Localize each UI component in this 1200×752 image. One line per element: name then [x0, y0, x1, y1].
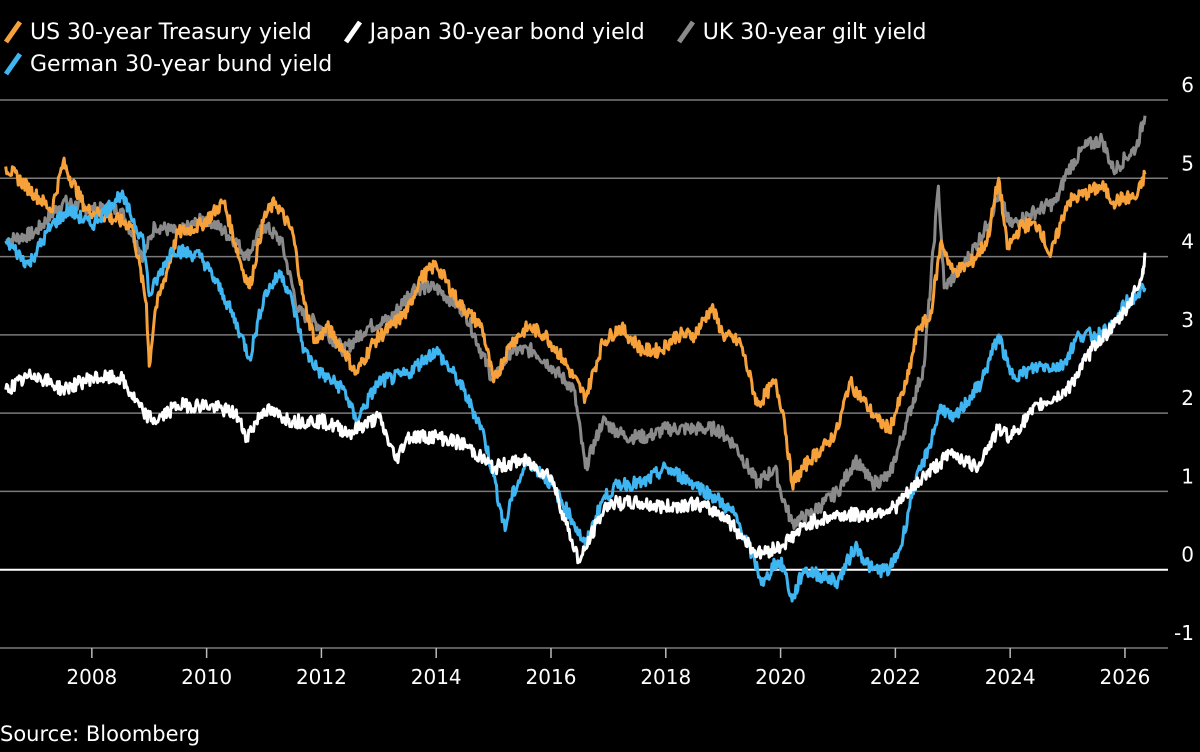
y-tick-label: 5 — [1181, 151, 1194, 175]
legend-swatch-us — [3, 20, 23, 44]
legend-label-us: US 30-year Treasury yield — [30, 19, 312, 45]
legend-swatch-uk — [676, 20, 695, 44]
x-tick-label: 2026 — [1100, 665, 1151, 689]
x-tick-label: 2012 — [296, 665, 347, 689]
y-tick-label: 6 — [1181, 73, 1194, 97]
grid-lines — [0, 99, 1168, 649]
legend-label-uk: UK 30-year gilt yield — [702, 19, 927, 45]
x-tick-label: 2024 — [985, 665, 1036, 689]
series-line-japan-30-year-bond-yield — [4, 252, 1147, 565]
x-tick-label: 2010 — [181, 665, 232, 689]
legend-swatch-german — [3, 52, 23, 76]
x-tick-label: 2008 — [66, 665, 117, 689]
series-lines — [4, 115, 1147, 603]
y-tick-label: 4 — [1181, 230, 1194, 254]
y-tick-label: 3 — [1181, 308, 1194, 332]
y-tick-label: 0 — [1181, 543, 1194, 567]
legend-swatch-japan — [343, 20, 362, 44]
legend-row-1: US 30-year Treasury yield Japan 30-year … — [0, 16, 1200, 48]
series-line-uk-30-year-gilt-yield — [5, 115, 1147, 530]
series-line-us-30-year-treasury-yield — [4, 156, 1147, 491]
legend-row-2: German 30-year bund yield — [0, 48, 1200, 80]
x-tick-label: 2014 — [411, 665, 462, 689]
x-tick-label: 2022 — [870, 665, 921, 689]
legend-item-uk: UK 30-year gilt yield — [673, 18, 927, 46]
x-tick-label: 2018 — [640, 665, 691, 689]
legend-item-japan: Japan 30-year bond yield — [340, 18, 645, 46]
legend-item-german: German 30-year bund yield — [0, 50, 332, 78]
y-tick-label: -1 — [1174, 621, 1194, 645]
x-tick-label: 2020 — [755, 665, 806, 689]
chart-legend: US 30-year Treasury yield Japan 30-year … — [0, 16, 1200, 80]
source-note: Source: Bloomberg — [0, 722, 201, 746]
y-tick-label: 2 — [1181, 386, 1194, 410]
y-axis-ticks: -1 0 1 2 3 4 5 6 — [1174, 73, 1194, 645]
x-tick-label: 2016 — [526, 665, 577, 689]
y-tick-label: 1 — [1181, 464, 1194, 488]
x-axis-ticks: 2008 2010 2012 2014 2016 2018 2020 2022 2024 2026 — [66, 648, 1150, 689]
legend-label-japan: Japan 30-year bond yield — [369, 19, 645, 45]
series-line-german-30-year-bund-yield — [4, 189, 1147, 603]
legend-item-us: US 30-year Treasury yield — [0, 18, 312, 46]
legend-label-german: German 30-year bund yield — [30, 51, 333, 77]
